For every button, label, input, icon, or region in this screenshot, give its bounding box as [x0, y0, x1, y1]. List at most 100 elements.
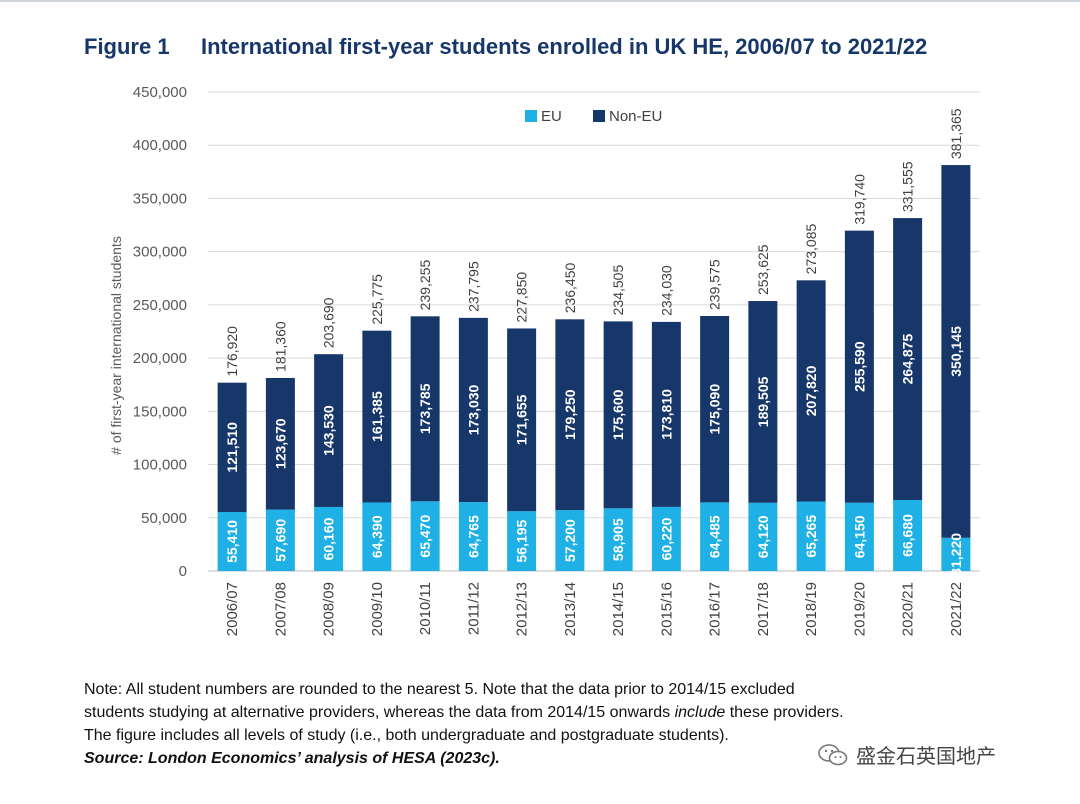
data-label-non-eu: 173,030: [465, 384, 481, 435]
bar-non-eu: [700, 315, 730, 503]
x-tick-label: 2020/21: [900, 582, 917, 636]
x-tick-label: 2009/10: [369, 582, 386, 636]
data-label-total: 331,555: [900, 161, 916, 212]
y-tick-label: 150,000: [133, 403, 187, 420]
y-tick-label: 100,000: [133, 457, 187, 474]
x-tick-label: 2019/20: [851, 582, 868, 636]
bar-eu: [941, 537, 971, 571]
x-tick-label: 2014/15: [610, 582, 627, 636]
data-label-total: 319,740: [851, 174, 867, 225]
bar-non-eu: [651, 321, 681, 507]
data-label-non-eu: 207,820: [803, 365, 819, 416]
y-tick-label: 450,000: [133, 84, 187, 101]
data-label-non-eu: 264,875: [900, 334, 916, 385]
x-tick-label: 2013/14: [562, 582, 579, 636]
data-label-eu: 55,410: [224, 520, 240, 563]
legend-swatch-non-eu: [593, 110, 605, 122]
data-label-non-eu: 123,670: [272, 418, 288, 469]
x-tick-label: 2007/08: [272, 582, 289, 636]
data-label-eu: 64,150: [851, 515, 867, 558]
data-label-total: 239,255: [417, 260, 433, 311]
legend-label-eu: EU: [541, 108, 562, 125]
y-axis-label: # of first-year international students: [108, 236, 124, 455]
bar-eu: [265, 509, 295, 571]
data-label-non-eu: 161,385: [369, 391, 385, 442]
bar-non-eu: [314, 354, 344, 507]
x-tick-label: 2010/11: [417, 582, 434, 635]
data-label-non-eu: 350,145: [948, 326, 964, 377]
y-tick-label: 400,000: [133, 137, 187, 154]
data-label-total: 234,030: [658, 265, 674, 316]
x-tick-label: 2012/13: [514, 582, 531, 636]
wechat-icon: [818, 743, 848, 765]
data-label-eu: 31,220: [948, 533, 964, 576]
note-line-3: The figure includes all levels of study …: [84, 727, 729, 744]
bar-eu: [844, 502, 874, 571]
x-tick-label: 2018/19: [803, 582, 820, 636]
x-tick-label: 2015/16: [658, 582, 675, 636]
note-line-1: Note: All student numbers are rounded to…: [84, 681, 795, 698]
figure-heading: Figure 1 International first-year student…: [84, 34, 927, 60]
bar-non-eu: [941, 165, 971, 538]
data-label-non-eu: 173,785: [417, 383, 433, 434]
bar-non-eu: [844, 230, 874, 503]
data-label-eu: 57,690: [272, 519, 288, 562]
data-label-total: 203,690: [321, 297, 337, 348]
legend-swatch-eu: [525, 110, 537, 122]
data-label-eu: 65,265: [803, 515, 819, 558]
watermark-text: 盛金石英国地产: [856, 746, 996, 768]
data-label-total: 236,450: [562, 262, 578, 313]
bar-non-eu: [507, 328, 537, 512]
data-label-total: 225,775: [369, 274, 385, 325]
note-line-2: students studying at alternative provide…: [84, 704, 844, 721]
data-label-eu: 66,680: [900, 514, 916, 557]
bar-eu: [314, 506, 344, 571]
data-label-total: 273,085: [803, 223, 819, 274]
watermark: 盛金石英国地产: [818, 740, 996, 769]
x-tick-label: 2008/09: [321, 582, 338, 636]
data-label-non-eu: 189,505: [755, 376, 771, 427]
bar-non-eu: [603, 321, 633, 509]
figure-title: International first-year students enroll…: [201, 34, 928, 59]
bar-non-eu: [265, 377, 295, 510]
data-label-eu: 64,390: [369, 515, 385, 558]
figure-number: Figure 1: [84, 34, 170, 59]
x-tick-label: 2017/18: [755, 582, 772, 636]
bar-eu: [748, 502, 778, 571]
bar-eu: [555, 510, 585, 571]
data-label-eu: 56,195: [514, 519, 530, 562]
y-tick-label: 50,000: [141, 510, 187, 527]
data-label-total: 381,365: [948, 108, 964, 159]
data-label-eu: 64,120: [755, 515, 771, 558]
y-tick-label: 350,000: [133, 190, 187, 207]
bar-eu: [458, 502, 488, 571]
bar-eu: [603, 508, 633, 571]
data-label-non-eu: 255,590: [851, 341, 867, 392]
data-label-total: 227,850: [514, 272, 530, 323]
x-tick-label: 2006/07: [224, 582, 241, 636]
bar-non-eu: [555, 319, 585, 511]
bar-non-eu: [362, 330, 392, 503]
bar-eu: [700, 502, 730, 571]
data-label-total: 234,505: [610, 265, 626, 316]
data-label-non-eu: 121,510: [224, 422, 240, 473]
data-label-eu: 65,470: [417, 515, 433, 558]
x-tick-label: 2011/12: [465, 582, 482, 635]
bar-eu: [893, 500, 923, 571]
data-label-eu: 57,200: [562, 519, 578, 562]
x-tick-label: 2016/17: [707, 582, 724, 636]
data-label-eu: 64,485: [707, 515, 723, 558]
stacked-bar-chart: 0 50,000 100,000 150,000 200,000 250,000 300,0…: [108, 84, 980, 636]
legend-label-non-eu: Non-EU: [609, 108, 662, 125]
data-label-eu: 60,160: [321, 517, 337, 560]
bar-non-eu: [458, 317, 488, 503]
bar-non-eu: [217, 382, 247, 513]
data-label-total: 176,920: [224, 326, 240, 377]
bar-eu: [362, 502, 392, 571]
data-label-non-eu: 179,250: [562, 389, 578, 440]
y-tick-label: 300,000: [133, 244, 187, 261]
bar-eu: [217, 512, 247, 571]
bar-eu: [651, 506, 681, 571]
data-label-non-eu: 143,530: [321, 405, 337, 456]
data-label-total: 239,575: [707, 259, 723, 310]
